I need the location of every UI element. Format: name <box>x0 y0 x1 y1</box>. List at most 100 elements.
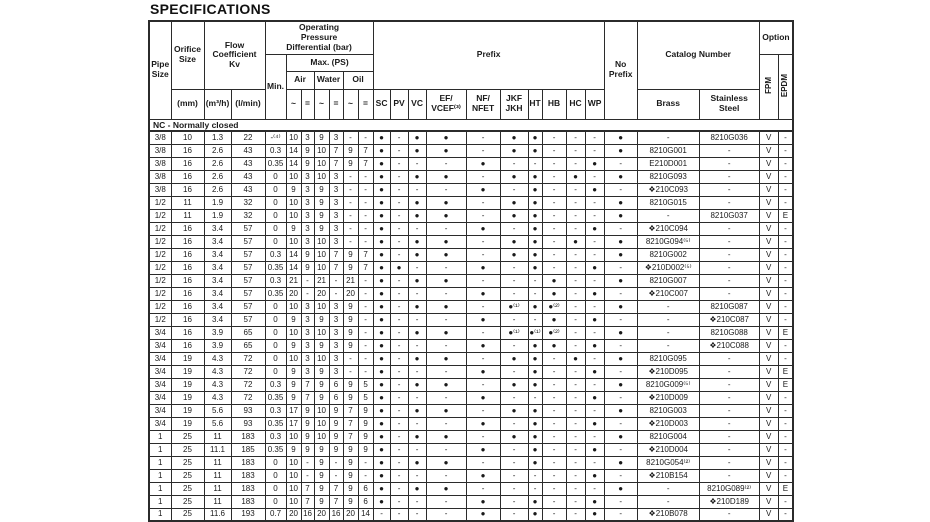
col-header-oil: Oil <box>342 70 374 90</box>
cell-ht: - <box>527 312 543 327</box>
cell-kv-lmin: 65 <box>230 338 266 353</box>
cell-min: 0.3 <box>264 143 287 158</box>
cell-ht: - <box>527 468 543 483</box>
cell-brass: ❖210B078 <box>636 507 700 522</box>
cell-stainless-steel: 8210G037 <box>698 208 760 223</box>
cell-oil-ac: 9 <box>342 143 359 158</box>
cell-water-ac: 9 <box>313 455 330 470</box>
table-row: 1 25 11 183 0 10-9-9- ● - ● ● - - ● - - - ● 8210G054⁽²⁾ - V… <box>148 455 794 470</box>
cell-kv-m3h: 3.4 <box>203 234 232 249</box>
cell-stainless-steel: - <box>698 416 760 431</box>
cell-jkf-jkh: - <box>499 156 529 171</box>
cell-air-ac: 10 <box>285 325 302 340</box>
cell-no-prefix: ● <box>603 403 638 418</box>
cell-hb: - <box>541 442 567 457</box>
cell-ef-vcef: ● <box>425 143 467 158</box>
cell-water-dc: 7 <box>328 481 344 496</box>
cell-orifice-mm: 19 <box>170 364 205 379</box>
cell-min: 0.35 <box>264 156 287 171</box>
cell-vc: ● <box>407 429 427 444</box>
cell-oil-dc: 7 <box>357 247 374 262</box>
cell-oil-ac: 9 <box>342 494 359 509</box>
cell-water-ac: 10 <box>313 299 330 314</box>
cell-orifice-mm: 25 <box>170 468 205 483</box>
cell-hc: - <box>565 377 586 392</box>
cell-fpm: V <box>758 299 779 314</box>
cell-hb: - <box>541 455 567 470</box>
cell-nf-nfet: ● <box>465 260 501 275</box>
cell-nf-nfet: - <box>465 351 501 366</box>
cell-pipe-size: 1/2 <box>148 195 172 210</box>
table-row: 1 25 11 183 0 10-9-9- ● - - - ● - - - - ● - ❖210B154- V - <box>148 468 794 483</box>
cell-nf-nfet: ● <box>465 468 501 483</box>
cell-ht: ● <box>527 143 543 158</box>
cell-nf-nfet: - <box>465 130 501 145</box>
col-header-max-ps: Max. (PS) <box>285 53 374 72</box>
cell-air-ac: 9 <box>285 182 302 197</box>
cell-pipe-size: 3/4 <box>148 377 172 392</box>
cell-air-ac: 10 <box>285 195 302 210</box>
unit-kv-m3h: (m³/h) <box>203 88 232 120</box>
cell-air-dc: 3 <box>300 208 315 223</box>
cell-oil-dc: - <box>357 325 374 340</box>
cell-ht: - <box>527 156 543 171</box>
cell-oil-ac: 7 <box>342 416 359 431</box>
cell-air-dc: 9 <box>300 442 315 457</box>
cell-pv: - <box>389 494 409 509</box>
cell-oil-ac: - <box>342 182 359 197</box>
cell-air-dc: 3 <box>300 351 315 366</box>
cell-fpm: V <box>758 208 779 223</box>
cell-kv-m3h: 11 <box>203 468 232 483</box>
cell-epdm: - <box>777 169 794 184</box>
cell-nf-nfet: - <box>465 234 501 249</box>
cell-ht: ● <box>527 455 543 470</box>
prefix-col-wp: WP <box>584 88 605 120</box>
cell-jkf-jkh: - <box>499 481 529 496</box>
cell-epdm: E <box>777 325 794 340</box>
cell-min: 0.35 <box>264 442 287 457</box>
cell-vc: ● <box>407 208 427 223</box>
cell-oil-ac: 9 <box>342 442 359 457</box>
cell-stainless-steel: - <box>698 169 760 184</box>
cell-ef-vcef: - <box>425 390 467 405</box>
cell-air-ac: 10 <box>285 468 302 483</box>
cell-air-dc: - <box>300 468 315 483</box>
cell-fpm: V <box>758 260 779 275</box>
cell-fpm: V <box>758 377 779 392</box>
cell-nf-nfet: - <box>465 481 501 496</box>
cell-jkf-jkh: - <box>499 364 529 379</box>
cell-kv-m3h: 11 <box>203 481 232 496</box>
cell-air-dc: - <box>300 273 315 288</box>
cell-pipe-size: 3/4 <box>148 364 172 379</box>
col-header-air: Air <box>285 70 315 90</box>
cell-oil-dc: - <box>357 364 374 379</box>
cell-no-prefix: - <box>603 494 638 509</box>
cell-kv-m3h: 1.3 <box>203 130 232 145</box>
cell-kv-lmin: 93 <box>230 403 266 418</box>
cell-kv-lmin: 93 <box>230 416 266 431</box>
cell-stainless-steel: - <box>698 143 760 158</box>
cell-oil-ac: 9 <box>342 156 359 171</box>
cell-air-ac: 10 <box>285 130 302 145</box>
cell-air-ac: 10 <box>285 351 302 366</box>
cell-ht: ● <box>527 364 543 379</box>
cell-pipe-size: 1 <box>148 429 172 444</box>
cell-orifice-mm: 10 <box>170 130 205 145</box>
cell-water-ac: 9 <box>313 312 330 327</box>
cell-nf-nfet: - <box>465 143 501 158</box>
cell-hb: - <box>541 260 567 275</box>
cell-wp: ● <box>584 468 605 483</box>
cell-air-dc: 9 <box>300 247 315 262</box>
cell-nf-nfet: ● <box>465 364 501 379</box>
cell-no-prefix: ● <box>603 130 638 145</box>
cell-orifice-mm: 19 <box>170 403 205 418</box>
cell-nf-nfet: ● <box>465 416 501 431</box>
cell-nf-nfet: - <box>465 247 501 262</box>
cell-jkf-jkh: - <box>499 260 529 275</box>
cell-hb: - <box>541 429 567 444</box>
cell-pv: - <box>389 221 409 236</box>
specifications-table: Pipe Size Orifice Size Flow Coefficient … <box>148 20 795 522</box>
cell-orifice-mm: 16 <box>170 260 205 275</box>
cell-hc: - <box>565 182 586 197</box>
cell-oil-dc: 9 <box>357 416 374 431</box>
